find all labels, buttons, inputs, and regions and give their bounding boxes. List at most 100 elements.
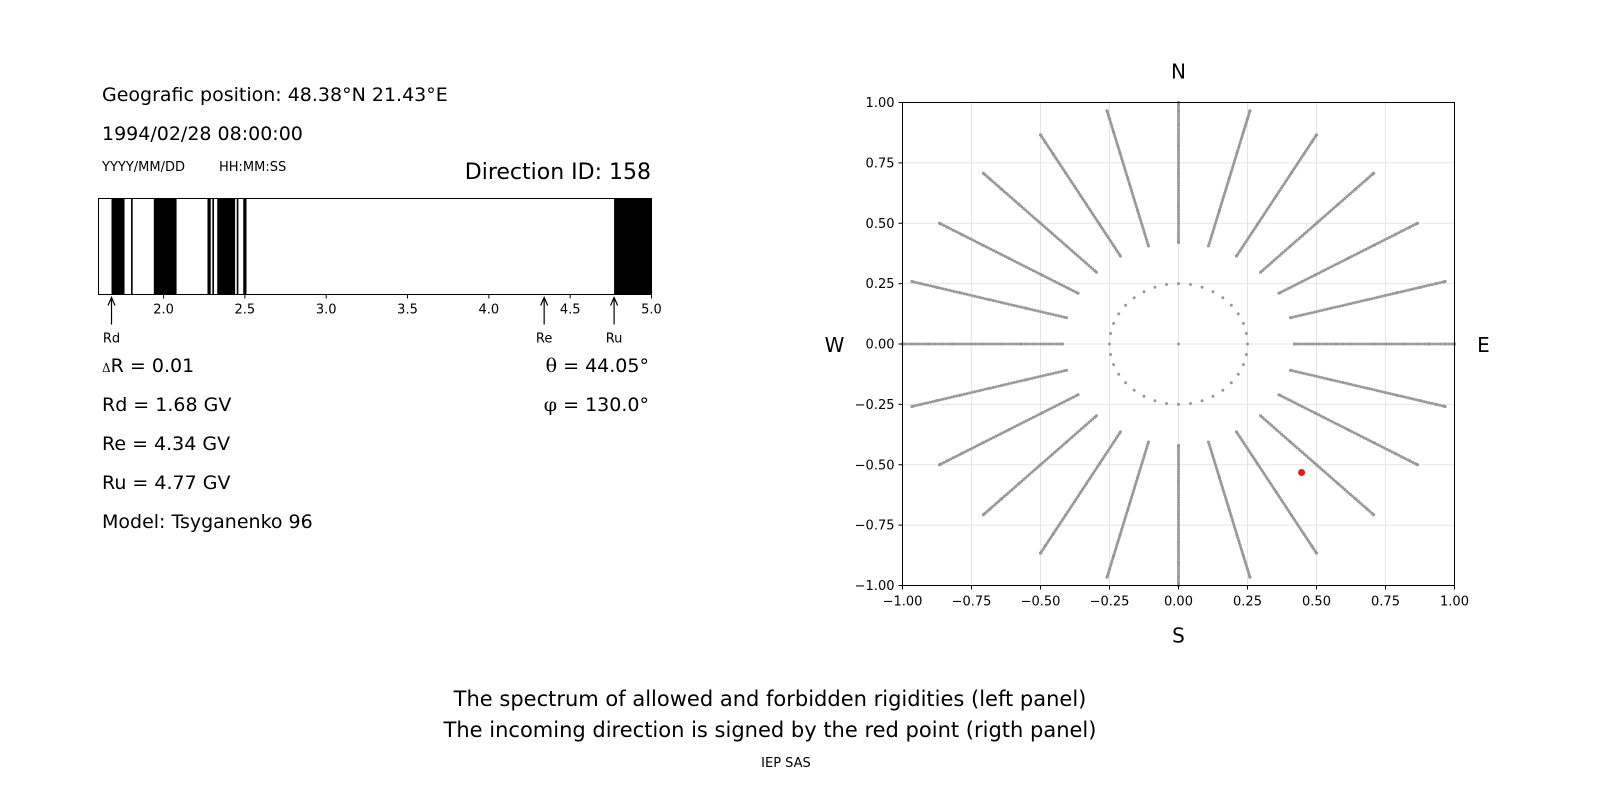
grid-point	[1406, 458, 1410, 462]
grid-point	[1409, 397, 1413, 401]
grid-point	[1319, 414, 1323, 418]
grid-point	[1113, 136, 1117, 140]
grid-point	[1338, 260, 1342, 264]
grid-point	[941, 342, 945, 346]
grid-point	[1027, 418, 1031, 422]
grid-point	[1364, 386, 1368, 390]
grid-point	[952, 342, 956, 346]
grid-point	[1433, 282, 1437, 286]
grid-point	[1017, 379, 1021, 383]
grid-point	[1214, 465, 1218, 469]
grid-point	[1177, 534, 1180, 538]
grid-point	[975, 444, 979, 448]
grid-point	[1413, 222, 1417, 226]
grid-point	[1242, 555, 1246, 559]
grid-point	[1440, 280, 1444, 284]
grid-point	[1177, 193, 1180, 197]
grid-point	[1304, 312, 1308, 316]
grid-point	[1177, 198, 1180, 202]
grid-point	[1060, 401, 1064, 405]
grid-point	[1288, 316, 1292, 320]
grid-point	[1209, 447, 1213, 451]
grid-point	[1001, 342, 1005, 346]
grid-point	[1438, 281, 1442, 285]
map-grid-points	[901, 101, 1456, 587]
grid-point	[1234, 155, 1238, 159]
grid-point	[1383, 238, 1387, 242]
grid-point	[1357, 384, 1361, 388]
grid-point	[1041, 374, 1045, 378]
grid-point	[1112, 363, 1116, 367]
grid-point	[1221, 196, 1225, 200]
grid-point	[1351, 383, 1355, 387]
forbidden-band	[243, 198, 247, 295]
grid-point	[1214, 463, 1218, 467]
grid-point	[1046, 373, 1050, 377]
grid-point	[970, 294, 974, 298]
grid-point	[1188, 283, 1192, 287]
grid-point	[1067, 287, 1071, 291]
grid-point	[1340, 425, 1344, 429]
grid-point	[922, 342, 926, 346]
grid-point	[1146, 242, 1150, 246]
grid-point	[1058, 342, 1062, 346]
grid-point	[1003, 254, 1007, 258]
grid-point	[1048, 277, 1052, 281]
grid-point	[1412, 287, 1416, 291]
grid-point	[1030, 376, 1034, 380]
grid-point	[1069, 396, 1073, 400]
grid-point	[1310, 275, 1314, 279]
grid-point	[1236, 312, 1240, 316]
grid-point	[1177, 472, 1180, 476]
grid-point	[1177, 550, 1180, 554]
grid-point	[1237, 541, 1241, 545]
forbidden-band	[212, 198, 214, 295]
grid-point	[1107, 568, 1111, 572]
marker-arrowhead-re	[540, 296, 549, 306]
grid-point	[1296, 314, 1300, 318]
grid-point	[1177, 143, 1180, 147]
grid-point	[1219, 203, 1223, 207]
grid-point	[1209, 237, 1213, 241]
grid-point	[1002, 383, 1006, 387]
grid-point	[1109, 332, 1113, 336]
grid-point	[1117, 312, 1121, 316]
grid-point	[1124, 171, 1128, 175]
grid-point	[980, 243, 984, 247]
grid-point	[1366, 342, 1370, 346]
grid-point	[1303, 342, 1307, 346]
grid-point	[1347, 256, 1351, 260]
grid-point	[1124, 513, 1128, 517]
grid-point	[1351, 301, 1355, 305]
grid-point	[1108, 566, 1112, 570]
grid-point	[1425, 400, 1429, 404]
grid-point	[1223, 189, 1227, 193]
grid-point	[1309, 342, 1313, 346]
grid-point	[910, 279, 914, 283]
grid-point	[1041, 273, 1045, 277]
grid-point	[1394, 452, 1398, 456]
grid-point	[1109, 562, 1113, 566]
grid-point	[1349, 302, 1353, 306]
grid-point	[1372, 171, 1376, 175]
grid-point	[1435, 281, 1439, 285]
grid-point	[1177, 493, 1180, 497]
grid-point	[956, 453, 960, 457]
grid-point	[1144, 237, 1148, 241]
grid-point	[1039, 551, 1042, 555]
grid-point	[1401, 342, 1405, 346]
grid-point	[996, 300, 1000, 304]
grid-point	[1420, 399, 1424, 403]
grid-point	[1142, 228, 1146, 232]
grid-point	[1008, 257, 1012, 261]
grid-point	[1323, 308, 1327, 312]
grid-point	[1326, 418, 1330, 422]
grid-point	[1213, 223, 1217, 227]
spectrum-x-axis: 2.0 2.5 3.0 3.5 4.0 4.5 5.0	[153, 294, 662, 318]
grid-point	[1177, 474, 1180, 478]
grid-point	[1396, 291, 1400, 295]
map-x-tick-label: 0.25	[1233, 595, 1262, 610]
grid-point	[1223, 191, 1227, 195]
grid-point	[1360, 342, 1364, 346]
grid-point	[983, 387, 987, 391]
